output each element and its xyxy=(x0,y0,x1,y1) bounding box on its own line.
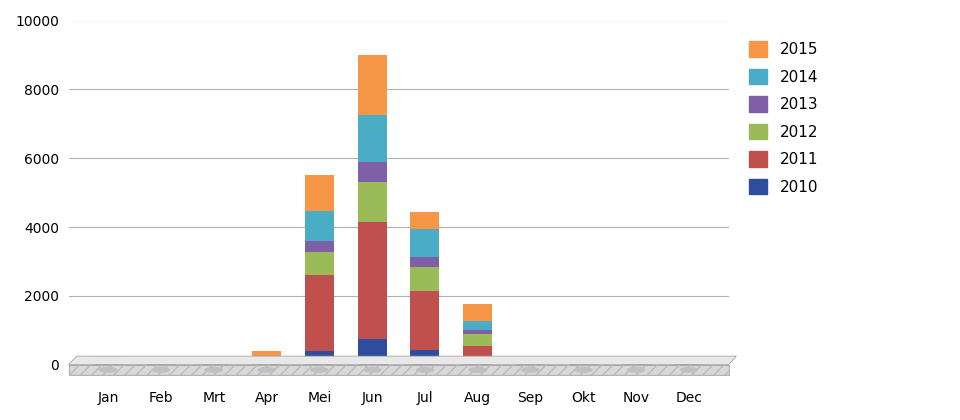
Bar xyxy=(94,357,123,359)
Bar xyxy=(252,351,281,357)
Bar xyxy=(411,267,440,291)
Bar xyxy=(94,359,123,363)
Ellipse shape xyxy=(627,367,645,373)
Bar xyxy=(464,330,492,334)
Bar xyxy=(516,364,545,365)
Bar xyxy=(622,357,651,362)
Bar xyxy=(358,339,387,365)
Bar xyxy=(358,115,387,162)
Bar xyxy=(464,361,492,365)
Ellipse shape xyxy=(310,367,328,373)
Ellipse shape xyxy=(680,367,698,373)
Ellipse shape xyxy=(257,367,276,373)
Bar xyxy=(68,365,729,375)
Bar xyxy=(464,334,492,346)
Ellipse shape xyxy=(574,367,592,373)
Bar xyxy=(516,361,545,363)
Bar xyxy=(464,321,492,330)
Ellipse shape xyxy=(152,367,170,373)
Bar xyxy=(305,351,334,365)
Bar xyxy=(305,175,334,211)
Ellipse shape xyxy=(363,367,381,373)
Bar xyxy=(622,364,651,365)
Bar xyxy=(358,182,387,222)
Ellipse shape xyxy=(99,367,117,373)
Bar xyxy=(94,363,123,365)
Bar xyxy=(200,360,228,365)
Bar xyxy=(569,358,598,362)
Bar xyxy=(516,363,545,364)
Bar xyxy=(147,363,176,365)
Bar xyxy=(358,162,387,182)
Bar xyxy=(464,346,492,361)
Bar xyxy=(358,55,387,115)
Polygon shape xyxy=(68,356,736,365)
Bar xyxy=(305,241,334,252)
Ellipse shape xyxy=(204,367,223,373)
Bar xyxy=(464,304,492,321)
Ellipse shape xyxy=(416,367,434,373)
Bar xyxy=(411,291,440,350)
Bar xyxy=(147,357,176,360)
Bar xyxy=(358,222,387,339)
Bar xyxy=(252,357,281,361)
Ellipse shape xyxy=(521,367,540,373)
Bar xyxy=(305,275,334,351)
Bar xyxy=(675,359,704,361)
Legend: 2015, 2014, 2013, 2012, 2011, 2010: 2015, 2014, 2013, 2012, 2011, 2010 xyxy=(743,35,824,201)
Bar xyxy=(305,211,334,241)
Bar xyxy=(305,252,334,275)
Bar xyxy=(68,365,729,375)
Bar xyxy=(411,257,440,267)
Bar xyxy=(252,361,281,365)
Bar xyxy=(675,361,704,365)
Bar xyxy=(569,362,598,364)
Bar xyxy=(622,362,651,364)
Ellipse shape xyxy=(468,367,487,373)
Bar xyxy=(411,350,440,365)
Bar xyxy=(411,229,440,257)
Bar xyxy=(411,212,440,229)
Bar xyxy=(569,364,598,365)
Bar xyxy=(147,360,176,363)
